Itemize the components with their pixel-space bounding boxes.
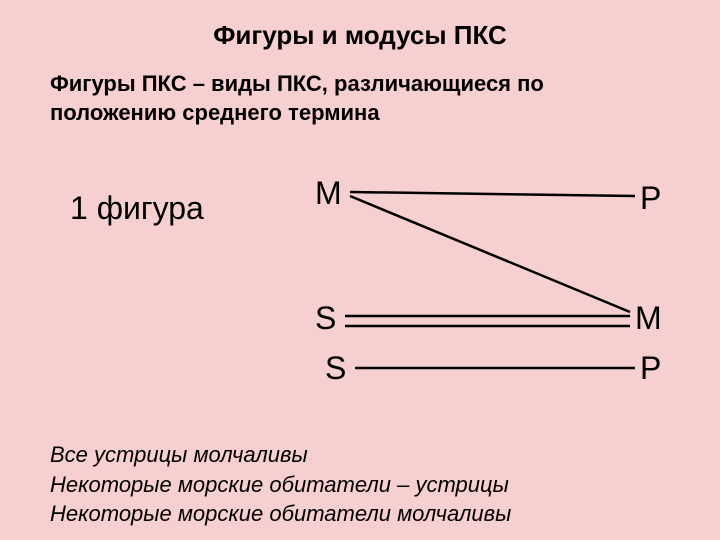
example-line-3: Некоторые морские обитатели молчаливы [50, 499, 511, 529]
slide-title: Фигуры и модусы ПКС [0, 20, 720, 51]
letter-S2: S [325, 350, 346, 387]
slide-subtitle: Фигуры ПКС – виды ПКС, различающиеся по … [50, 70, 670, 127]
letter-S1: S [315, 300, 336, 337]
example-block: Все устрицы молчаливы Некоторые морские … [50, 440, 511, 529]
letter-M2: M [635, 300, 662, 337]
example-line-2: Некоторые морские обитатели – устрицы [50, 470, 511, 500]
letter-M1: M [315, 175, 342, 212]
letter-P1: P [640, 180, 661, 217]
letter-P2: P [640, 350, 661, 387]
example-line-1: Все устрицы молчаливы [50, 440, 511, 470]
figure-label: 1 фигура [70, 190, 204, 227]
